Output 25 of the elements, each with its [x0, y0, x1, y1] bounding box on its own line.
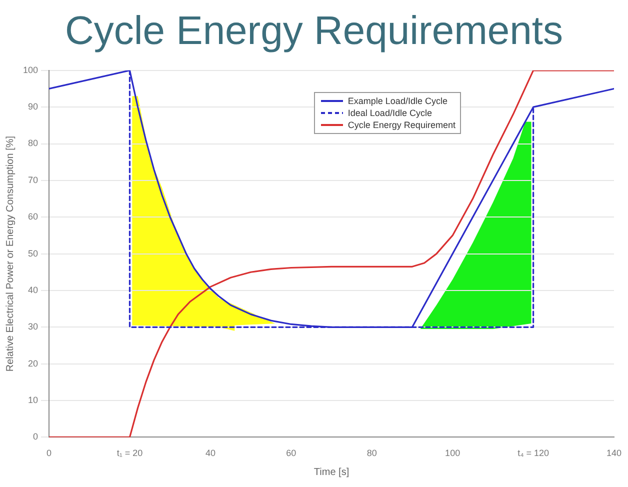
- y-tick-label: 60: [28, 212, 38, 222]
- x-tick-label: 0: [46, 448, 52, 458]
- y-tick-label: 20: [28, 358, 38, 368]
- chart-title: Cycle Energy Requirements: [64, 8, 564, 55]
- legend-label: Cycle Energy Requirement: [348, 119, 456, 132]
- x-tick-label: t₄ = 120: [518, 448, 550, 458]
- x-tick-label: 60: [286, 448, 296, 458]
- x-axis-title: Time [s]: [314, 466, 350, 478]
- y-tick-label: 90: [28, 102, 38, 112]
- y-tick-label: 70: [28, 174, 38, 185]
- y-tick-label: 100: [22, 64, 38, 75]
- y-tick-label: 0: [33, 432, 38, 442]
- x-tick-label: 40: [205, 448, 216, 458]
- y-tick-label: 40: [28, 284, 38, 295]
- legend-label: Ideal Load/Idle Cycle: [348, 107, 432, 120]
- x-tick-label: 140: [606, 448, 622, 458]
- y-tick-label: 30: [28, 322, 38, 332]
- y-tick-label: 80: [28, 138, 38, 148]
- y-axis-title: Relative Electrical Power or Energy Consumption [%]: [4, 136, 16, 372]
- y-tick-label: 50: [28, 248, 38, 258]
- x-tick-label: 80: [366, 448, 377, 458]
- y-tick-label: 10: [28, 395, 38, 406]
- x-tick-label: 100: [445, 448, 460, 458]
- legend-label: Example Load/Idle Cycle: [348, 95, 448, 108]
- x-tick-label: t₁ = 20: [116, 448, 143, 458]
